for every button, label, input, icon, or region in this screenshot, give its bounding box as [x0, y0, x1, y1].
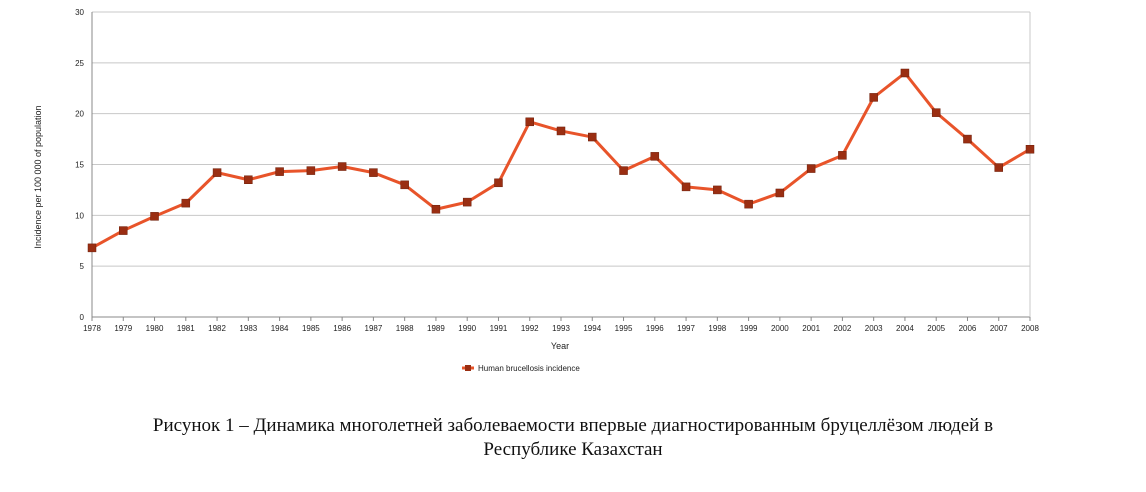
- x-tick-label: 1980: [146, 324, 164, 333]
- y-axis-ticks: 0 5 10 15 20 25 30: [75, 8, 84, 322]
- x-tick-label: 1998: [708, 324, 726, 333]
- y-tick-label: 5: [80, 262, 85, 271]
- data-point: [681, 182, 691, 192]
- x-tick-label: 2000: [771, 324, 789, 333]
- x-tick-label: 1995: [615, 324, 633, 333]
- x-tick-label: 2004: [896, 324, 914, 333]
- x-tick-label: 1996: [646, 324, 664, 333]
- legend-label: Human brucellosis incidence: [478, 364, 580, 373]
- data-point: [275, 167, 284, 176]
- x-tick-label: 1983: [239, 324, 257, 333]
- x-tick-label: 2006: [959, 324, 977, 333]
- data-point: [869, 93, 878, 102]
- x-tick-label: 1994: [583, 324, 601, 333]
- x-tick-label: 1982: [208, 324, 226, 333]
- y-tick-label: 10: [75, 211, 84, 220]
- chart-gridlines: [91, 11, 1031, 318]
- x-tick-label: 1986: [333, 324, 351, 333]
- x-tick-label: 2007: [990, 324, 1008, 333]
- x-tick-label: 1978: [83, 324, 101, 333]
- x-tick-label: 1992: [521, 324, 539, 333]
- x-tick-label: 1989: [427, 324, 445, 333]
- data-point: [494, 178, 503, 188]
- data-point: [900, 68, 910, 78]
- data-point: [369, 168, 378, 177]
- x-tick-label: 2005: [927, 324, 945, 333]
- data-point: [244, 175, 253, 184]
- data-point: [713, 185, 722, 195]
- data-point: [525, 117, 534, 127]
- data-point: [963, 134, 972, 144]
- x-tick-label: 1984: [271, 324, 289, 333]
- x-tick-label: 1991: [490, 324, 508, 333]
- series-line: [91, 71, 1031, 250]
- legend-marker-swatch: [465, 365, 471, 371]
- data-point: [806, 164, 816, 173]
- data-point: [619, 166, 628, 175]
- data-point: [931, 108, 941, 117]
- y-tick-label: 15: [75, 161, 84, 170]
- x-tick-label: 2002: [834, 324, 852, 333]
- y-tick-label: 30: [75, 8, 84, 17]
- data-point: [556, 126, 566, 136]
- x-tick-label: 2008: [1021, 324, 1039, 333]
- data-point: [588, 132, 597, 142]
- x-tick-label: 2003: [865, 324, 883, 333]
- data-point: [775, 188, 785, 198]
- data-point: [87, 243, 97, 253]
- figure-caption: Рисунок 1 – Динамика многолетней заболев…: [0, 414, 1146, 462]
- x-tick-label: 1999: [740, 324, 758, 333]
- x-tick-label: 1993: [552, 324, 570, 333]
- x-tick-label: 1987: [365, 324, 383, 333]
- x-tick-label: 1985: [302, 324, 320, 333]
- data-point: [744, 199, 753, 209]
- data-point: [431, 204, 441, 214]
- chart-legend: Human brucellosis incidence: [462, 364, 580, 373]
- data-point: [1025, 145, 1035, 154]
- y-tick-label: 20: [75, 110, 84, 119]
- x-tick-label: 1997: [677, 324, 695, 333]
- caption-line-1: Рисунок 1 – Динамика многолетней заболев…: [152, 415, 994, 436]
- line-chart: 0 5 10 15 20 25 30 1978 1979 1980 1981 1982 1983 198…: [33, 8, 1039, 373]
- data-point: [181, 198, 191, 208]
- data-point: [337, 162, 347, 171]
- data-point: [306, 166, 316, 175]
- x-tick-label: 2001: [802, 324, 820, 333]
- data-point: [838, 151, 847, 160]
- x-tick-label: 1979: [114, 324, 132, 333]
- x-tick-label: 1981: [177, 324, 195, 333]
- x-tick-label: 1988: [396, 324, 414, 333]
- y-tick-label: 25: [75, 59, 84, 68]
- caption-line-2: Республике Казахстан: [483, 439, 663, 460]
- y-axis-title: Incidence per 100 000 of population: [33, 105, 43, 248]
- data-point: [212, 168, 222, 177]
- x-axis-title: Year: [551, 341, 569, 351]
- x-axis-ticks: 1978 1979 1980 1981 1982 1983 1984 1985 1986 1987…: [83, 317, 1039, 333]
- chart-series: [87, 68, 1035, 253]
- y-tick-label: 0: [80, 313, 85, 322]
- data-point: [462, 197, 472, 207]
- x-tick-label: 1990: [458, 324, 476, 333]
- data-point: [150, 212, 159, 221]
- data-point: [119, 226, 128, 235]
- data-point: [994, 163, 1003, 172]
- data-point: [400, 180, 409, 190]
- data-point: [650, 152, 660, 161]
